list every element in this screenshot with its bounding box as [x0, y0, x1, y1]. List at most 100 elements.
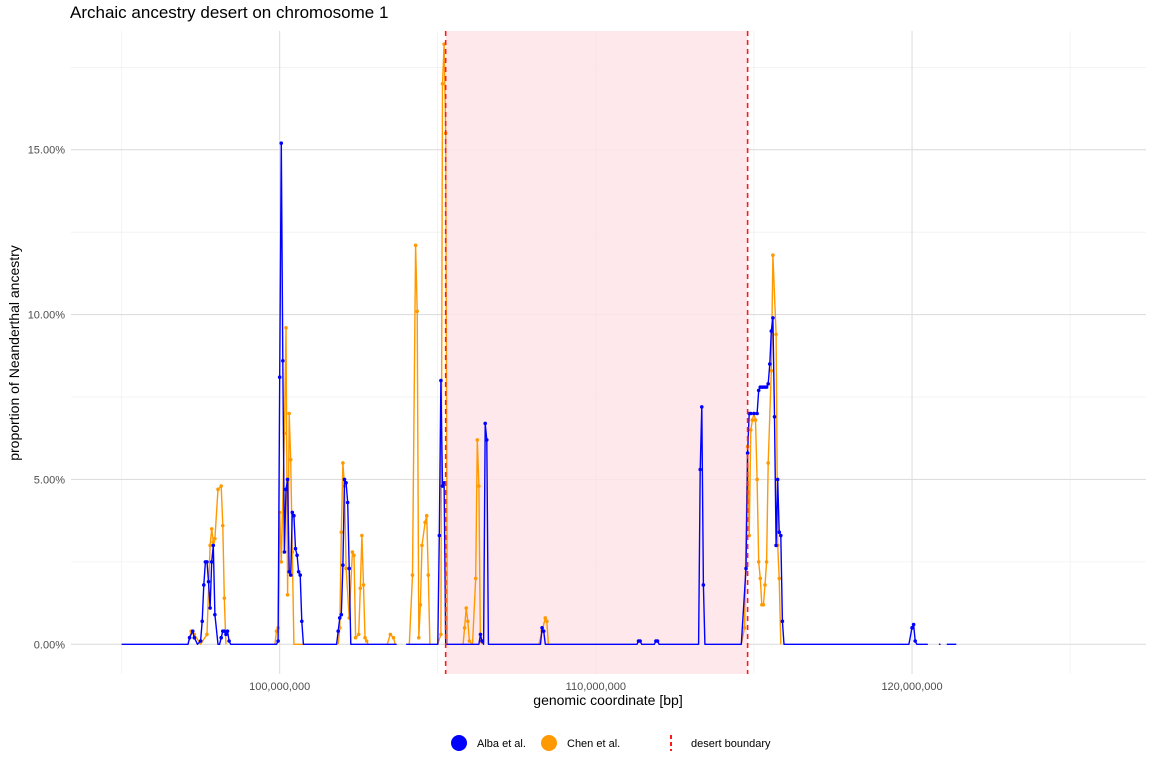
legend-key-alba — [451, 735, 467, 751]
x-tick-label: 110,000,000 — [566, 681, 626, 693]
plot-area: 100,000,000 110,000,000 120,000,000 0.00% 5.… — [28, 31, 1146, 693]
data-point-alba — [337, 616, 342, 620]
data-point-alba — [285, 477, 290, 482]
series-line-chen — [274, 327, 321, 645]
desert-region — [445, 31, 748, 674]
data-point-alba — [756, 388, 761, 393]
data-point-alba — [296, 569, 301, 574]
data-point-alba — [701, 583, 706, 587]
data-point-alba — [774, 543, 778, 548]
data-point-alba — [222, 629, 227, 633]
data-point-alba — [752, 411, 756, 416]
data-point-chen — [477, 484, 481, 488]
data-point-alba — [205, 560, 209, 564]
data-point-chen — [420, 543, 424, 548]
data-point-chen — [543, 616, 548, 620]
data-point-alba — [282, 550, 287, 554]
data-point-alba — [780, 619, 785, 624]
data-point-alba — [437, 533, 442, 538]
data-point-alba — [206, 579, 211, 584]
data-point-alba — [439, 378, 443, 383]
data-point-chen — [766, 461, 770, 465]
data-point-alba — [225, 629, 230, 633]
data-point-chen — [466, 619, 470, 624]
data-point-alba — [211, 543, 216, 548]
y-tick-label: 15.00% — [28, 145, 66, 157]
data-point-chen — [391, 635, 396, 640]
data-point-alba — [440, 484, 445, 488]
data-point-chen — [360, 533, 364, 538]
data-point-alba — [344, 480, 348, 485]
data-point-chen — [209, 527, 214, 531]
data-point-chen — [284, 325, 288, 330]
data-point-alba — [655, 639, 660, 643]
data-point-alba — [219, 635, 223, 640]
data-point-alba — [192, 635, 197, 640]
series-line-chen — [740, 254, 782, 645]
data-point-alba — [771, 316, 775, 320]
y-tick-label: 5.00% — [34, 474, 65, 486]
legend-label-alba: Alba et al. — [477, 738, 526, 750]
data-point-alba — [288, 573, 293, 577]
series-line-chen — [408, 244, 431, 645]
data-point-alba — [540, 626, 544, 630]
x-tick-label: 120,000,000 — [881, 681, 942, 693]
legend: Alba et al. Chen et al. desert boundary — [451, 735, 771, 751]
data-point-chen — [467, 639, 472, 643]
data-point-alba — [345, 500, 350, 505]
data-point-alba — [300, 619, 304, 624]
data-point-chen — [222, 596, 227, 600]
series-line-alba — [121, 142, 397, 645]
data-point-chen — [352, 553, 356, 558]
data-point-alba — [213, 612, 217, 617]
data-point-alba — [755, 411, 759, 416]
data-point-alba — [478, 632, 483, 637]
data-point-alba — [208, 606, 212, 610]
data-point-chen — [350, 550, 355, 554]
data-point-alba — [764, 385, 769, 389]
data-point-alba — [290, 510, 295, 515]
data-point-alba — [276, 639, 280, 643]
data-point-chen — [758, 576, 763, 581]
data-point-alba — [772, 415, 777, 419]
data-point-alba — [293, 546, 298, 551]
chart-title: Archaic ancestry desert on chromosome 1 — [70, 3, 388, 22]
data-point-alba — [775, 477, 780, 482]
data-point-chen — [353, 635, 358, 640]
data-point-chen — [416, 635, 421, 640]
data-point-alba — [279, 141, 284, 145]
data-point-alba — [766, 382, 770, 386]
data-point-alba — [769, 329, 774, 333]
data-point-alba — [638, 639, 642, 643]
data-point-chen — [777, 576, 782, 581]
data-point-chen — [205, 632, 209, 637]
data-point-alba — [911, 622, 916, 627]
data-point-chen — [358, 586, 363, 591]
data-point-chen — [216, 487, 220, 492]
data-point-alba — [284, 487, 288, 492]
data-point-alba — [913, 639, 917, 643]
data-point-alba — [341, 563, 345, 567]
x-axis-title: genomic coordinate [bp] — [533, 692, 682, 708]
data-point-chen — [344, 566, 348, 571]
data-point-chen — [748, 428, 753, 432]
data-point-chen — [742, 626, 747, 630]
data-point-chen — [755, 477, 759, 482]
data-point-chen — [220, 523, 225, 528]
data-point-chen — [339, 530, 344, 535]
data-point-chen — [473, 576, 478, 581]
data-point-alba — [347, 566, 352, 571]
data-point-alba — [910, 626, 914, 630]
data-point-chen — [341, 461, 345, 465]
data-point-chen — [415, 309, 420, 314]
data-point-chen — [274, 629, 279, 633]
data-point-chen — [279, 560, 284, 564]
data-point-chen — [285, 593, 290, 597]
data-point-chen — [764, 560, 769, 564]
data-point-chen — [288, 457, 293, 462]
data-point-chen — [426, 573, 431, 577]
data-point-alba — [748, 411, 753, 416]
data-point-chen — [545, 619, 549, 624]
series-line-chen — [386, 633, 396, 645]
